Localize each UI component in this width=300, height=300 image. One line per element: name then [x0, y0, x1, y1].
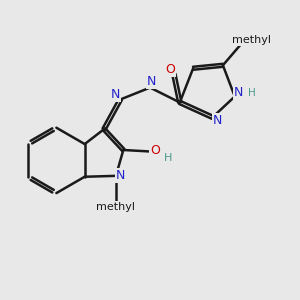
Text: N: N: [234, 86, 243, 99]
Text: N: N: [147, 75, 156, 88]
Text: N: N: [110, 88, 120, 100]
Text: O: O: [151, 143, 160, 157]
Text: methyl: methyl: [96, 202, 135, 212]
Text: N: N: [116, 169, 125, 182]
Text: H: H: [164, 153, 173, 163]
Text: N: N: [213, 114, 223, 128]
Text: H: H: [248, 88, 256, 98]
Text: O: O: [165, 63, 175, 76]
Text: methyl: methyl: [232, 35, 271, 45]
